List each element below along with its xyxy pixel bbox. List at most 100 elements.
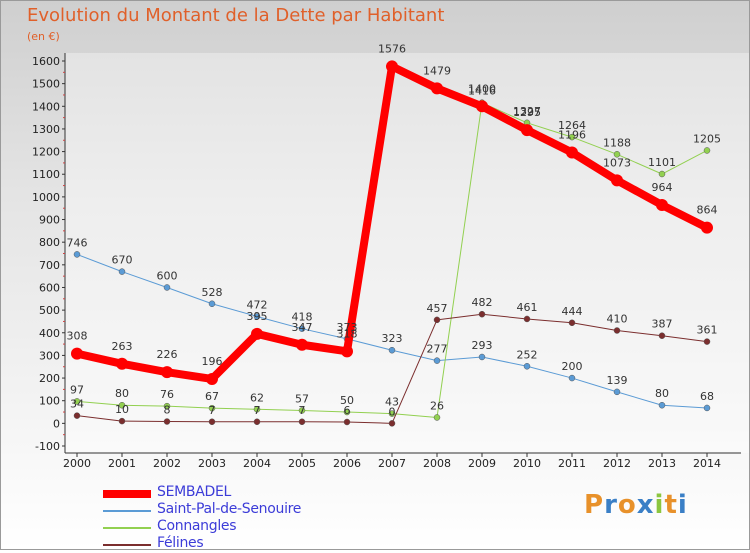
- data-point: [521, 124, 533, 137]
- x-tick-label: 2014: [693, 457, 721, 470]
- data-label: 1188: [603, 136, 631, 149]
- data-label: 8: [164, 404, 171, 417]
- data-label: 196: [202, 355, 223, 368]
- data-point: [296, 338, 308, 351]
- logo-letter: o: [617, 490, 637, 520]
- data-point: [658, 401, 666, 409]
- y-tick-label: 1400: [32, 100, 60, 113]
- data-label: 318: [337, 327, 358, 340]
- legend-swatch: [103, 510, 151, 512]
- data-point: [208, 404, 216, 412]
- legend-swatch: [103, 490, 151, 498]
- logo-letter: P: [584, 490, 605, 520]
- data-label: 67: [205, 390, 219, 403]
- proxiti-logo: Proxiti: [584, 490, 688, 520]
- y-tick-label: 200: [39, 372, 60, 385]
- data-label: 864: [697, 204, 718, 217]
- y-tick-label: 1600: [32, 55, 60, 68]
- data-label: 1327: [513, 105, 541, 118]
- data-point: [298, 325, 306, 332]
- y-tick-label: 1500: [32, 78, 60, 91]
- data-label: 293: [472, 339, 493, 352]
- data-point: [386, 60, 398, 73]
- data-point: [208, 300, 216, 308]
- data-label: 528: [202, 286, 223, 299]
- data-label: 43: [385, 396, 399, 409]
- legend-label: Félines: [157, 535, 204, 551]
- data-label: 80: [115, 387, 129, 400]
- x-tick-label: 2013: [648, 457, 676, 470]
- data-label: 68: [700, 390, 714, 403]
- data-point: [433, 316, 441, 324]
- data-label: 7: [209, 404, 216, 417]
- data-label: 62: [250, 391, 264, 404]
- data-label: 6: [344, 404, 351, 417]
- y-tick-label: 700: [39, 259, 60, 272]
- data-label: 7: [299, 404, 306, 417]
- y-tick-label: 100: [39, 395, 60, 408]
- data-label: 395: [247, 310, 268, 323]
- data-label: 1196: [558, 128, 586, 141]
- chart-title: Evolution du Montant de la Dette par Hab…: [27, 5, 445, 26]
- data-label: 387: [652, 318, 673, 331]
- data-label: 76: [160, 388, 174, 401]
- x-tick-label: 2005: [288, 457, 316, 470]
- data-label: 410: [607, 313, 628, 326]
- data-point: [478, 353, 486, 361]
- data-point: [163, 418, 171, 425]
- data-point: [343, 418, 351, 426]
- data-point: [433, 357, 441, 364]
- y-tick-label: 900: [39, 214, 60, 227]
- data-point: [206, 372, 218, 385]
- data-label: 670: [112, 254, 133, 267]
- legend-label: SEMBADEL: [157, 484, 232, 500]
- x-tick-label: 2002: [153, 457, 181, 470]
- data-label: 226: [157, 348, 178, 361]
- data-point: [71, 347, 83, 360]
- x-tick-label: 2000: [63, 457, 91, 470]
- data-point: [208, 418, 216, 426]
- data-point: [163, 402, 171, 410]
- data-label: 457: [427, 302, 448, 315]
- logo-letter: x: [636, 490, 655, 520]
- data-label: 252: [517, 348, 538, 361]
- legend-label: Saint-Pal-de-Senouire: [157, 501, 302, 517]
- data-point: [388, 346, 396, 354]
- data-point: [431, 82, 443, 95]
- data-label: 461: [517, 301, 538, 314]
- legend-swatch: [103, 527, 151, 529]
- data-point: [343, 408, 351, 416]
- y-tick-label: 400: [39, 327, 60, 340]
- data-label: 50: [340, 394, 354, 407]
- data-point: [613, 388, 621, 396]
- data-point: [388, 420, 396, 427]
- data-label: 418: [292, 311, 313, 324]
- logo-letter: i: [677, 490, 688, 520]
- data-point: [568, 133, 576, 141]
- data-point: [703, 147, 711, 154]
- logo-letter: i: [654, 490, 665, 520]
- logo-letter: r: [604, 490, 618, 520]
- data-point: [568, 374, 576, 382]
- data-point: [613, 151, 621, 158]
- data-point: [658, 170, 666, 178]
- y-tick-label: 800: [39, 236, 60, 249]
- data-point: [703, 338, 711, 345]
- data-label: 200: [562, 360, 583, 373]
- data-point: [476, 100, 488, 113]
- data-label: 746: [67, 236, 88, 249]
- data-label: 1576: [378, 42, 406, 55]
- data-label: 0: [389, 405, 396, 418]
- data-label: 263: [112, 340, 133, 353]
- data-label: 347: [292, 321, 313, 334]
- data-label: 361: [697, 324, 718, 337]
- data-label: 10: [115, 403, 129, 416]
- data-point: [73, 398, 81, 405]
- data-label: 1416: [468, 85, 496, 98]
- data-label: 97: [70, 383, 84, 396]
- data-point: [566, 146, 578, 159]
- data-point: [388, 410, 396, 417]
- data-label: 26: [430, 399, 444, 412]
- data-label: 139: [607, 374, 628, 387]
